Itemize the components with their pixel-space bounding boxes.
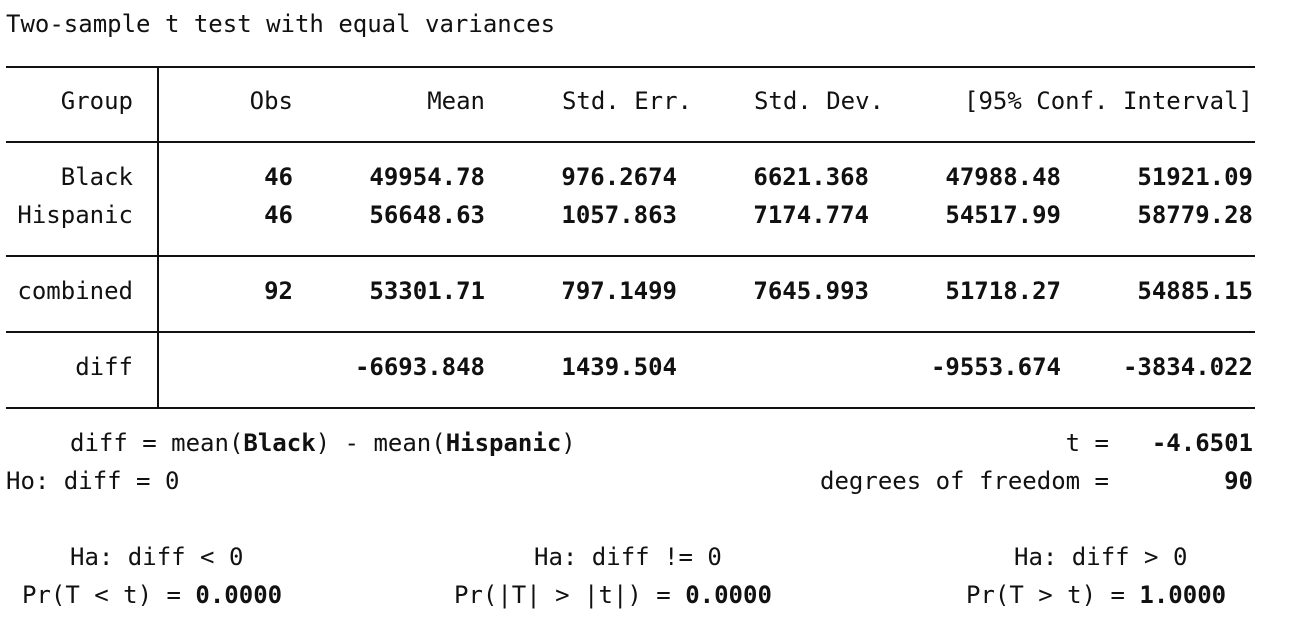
combined-std-err: 797.1499 — [561, 277, 677, 305]
p-value-label: Pr(T < t) = — [22, 581, 181, 609]
output-title: Two-sample t test with equal variances — [6, 10, 556, 38]
header-rule — [6, 141, 1255, 143]
row-std-dev: 6621.368 — [753, 163, 869, 191]
p-value: 1.0000 — [1139, 581, 1227, 609]
diff-definition-group2: Hispanic — [445, 429, 562, 457]
row-mean: 56648.63 — [369, 201, 485, 229]
header-mean: Mean — [427, 87, 485, 115]
row-ci-high: 51921.09 — [1137, 163, 1253, 191]
p-value-line: Pr(|T| > |t|) = 0.0000 — [454, 583, 772, 607]
group-column-divider — [157, 66, 159, 408]
row-ci-low: 47988.48 — [945, 163, 1061, 191]
header-conf-interval: [95% Conf. Interval] — [964, 87, 1253, 115]
diff-definition-prefix: diff = mean( — [70, 429, 244, 457]
row-std-err: 976.2674 — [561, 163, 677, 191]
diff-mean: -6693.848 — [354, 353, 485, 381]
combined-ci-low: 51718.27 — [945, 277, 1061, 305]
diff-ci-low: -9553.674 — [930, 353, 1061, 381]
row-mean: 49954.78 — [369, 163, 485, 191]
combined-label: combined — [17, 277, 133, 305]
combined-rule — [6, 331, 1255, 333]
row-obs: 46 — [264, 163, 293, 191]
row-ci-high: 58779.28 — [1137, 201, 1253, 229]
diff-definition-middle: ) - mean( — [315, 429, 446, 457]
row-std-err: 1057.863 — [561, 201, 677, 229]
p-value-label: Pr(T > t) = — [966, 581, 1125, 609]
table-top-rule — [6, 66, 1255, 68]
p-value-label: Pr(|T| > |t|) = — [454, 581, 671, 609]
ha-label: Ha: diff < 0 — [70, 543, 244, 571]
diff-std-err: 1439.504 — [561, 353, 677, 381]
diff-definition-group1: Black — [243, 429, 316, 457]
p-value: 0.0000 — [195, 581, 283, 609]
df-value: 90 — [1224, 467, 1253, 495]
null-hypothesis: Ho: diff = 0 — [6, 467, 180, 495]
p-value-line: Pr(T > t) = 1.0000 — [966, 583, 1226, 607]
combined-mean: 53301.71 — [369, 277, 485, 305]
ha-label: Ha: diff > 0 — [1014, 543, 1188, 571]
header-obs: Obs — [249, 87, 293, 115]
p-value-line: Pr(T < t) = 0.0000 — [22, 583, 282, 607]
t-stat-label: t = — [1065, 429, 1109, 457]
diff-definition-suffix: ) — [561, 429, 576, 457]
groups-rule — [6, 255, 1255, 257]
diff-ci-high: -3834.022 — [1122, 353, 1253, 381]
header-std-err: Std. Err. — [561, 87, 692, 115]
row-group-label: Black — [60, 163, 133, 191]
ha-label: Ha: diff != 0 — [534, 543, 722, 571]
row-obs: 46 — [264, 201, 293, 229]
combined-ci-high: 54885.15 — [1137, 277, 1253, 305]
row-ci-low: 54517.99 — [945, 201, 1061, 229]
diff-label: diff — [75, 353, 133, 381]
diff-definition: diff = mean(Black) - mean(Hispanic) — [70, 431, 576, 455]
combined-std-dev: 7645.993 — [753, 277, 869, 305]
t-stat-value: -4.6501 — [1151, 429, 1253, 457]
header-std-dev: Std. Dev. — [753, 87, 884, 115]
p-value: 0.0000 — [685, 581, 772, 609]
row-std-dev: 7174.774 — [753, 201, 869, 229]
header-group: Group — [60, 87, 133, 115]
combined-obs: 92 — [264, 277, 293, 305]
row-group-label: Hispanic — [17, 201, 133, 229]
table-bottom-rule — [6, 407, 1255, 409]
df-label: degrees of freedom = — [820, 467, 1109, 495]
